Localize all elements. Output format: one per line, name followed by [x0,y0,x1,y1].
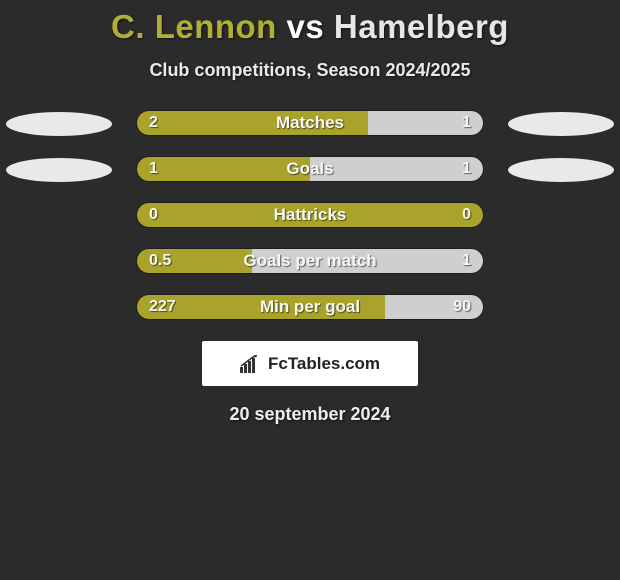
player1-badge [6,158,112,182]
comparison-card: C. Lennon vs Hamelberg Club competitions… [0,0,620,580]
stat-label: Matches [137,111,483,135]
player1-name: C. Lennon [111,8,277,45]
stat-label: Hattricks [137,203,483,227]
player2-name: Hamelberg [334,8,509,45]
vs-label: vs [287,8,325,45]
stats-list: 21Matches 11Goals 00Hattricks 0.51Goals per… [0,111,620,321]
stat-bar: 00Hattricks [137,203,483,227]
stat-bar: 0.51Goals per match [137,249,483,273]
stat-row: 0.51Goals per match [0,249,620,275]
stat-row: 22790Min per goal [0,295,620,321]
stat-bar: 21Matches [137,111,483,135]
subtitle: Club competitions, Season 2024/2025 [0,60,620,81]
stat-bar: 11Goals [137,157,483,181]
logo-badge[interactable]: FcTables.com [202,341,418,386]
stat-label: Goals per match [137,249,483,273]
stat-label: Min per goal [137,295,483,319]
player2-badge [508,158,614,182]
player2-badge [508,112,614,136]
stat-row: 00Hattricks [0,203,620,229]
stat-row: 11Goals [0,157,620,183]
date-label: 20 september 2024 [0,404,620,425]
logo-text: FcTables.com [268,354,380,374]
stat-label: Goals [137,157,483,181]
stat-bar: 22790Min per goal [137,295,483,319]
page-title: C. Lennon vs Hamelberg [0,8,620,46]
stat-row: 21Matches [0,111,620,137]
barchart-icon [240,355,262,373]
player1-badge [6,112,112,136]
